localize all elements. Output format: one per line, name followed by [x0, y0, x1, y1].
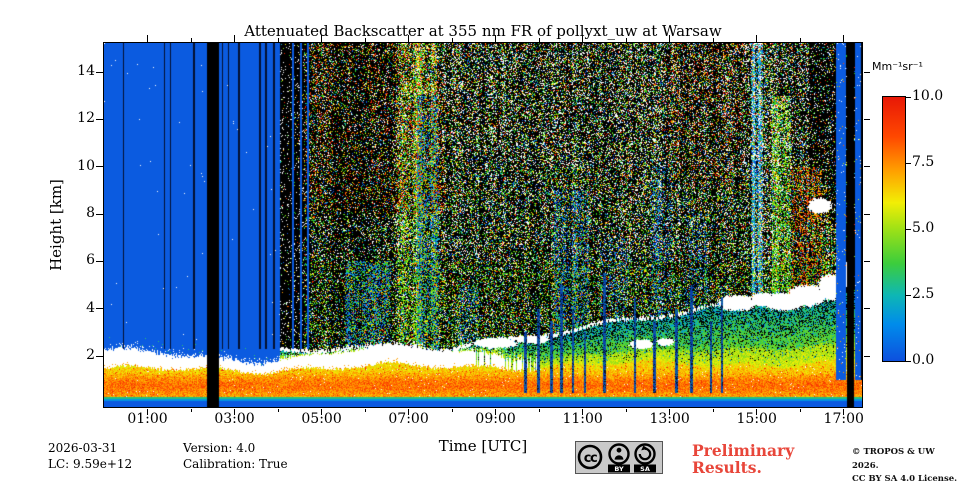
footer-lidar-constant: LC: 9.59e+12 [48, 456, 133, 471]
y-major-tick [96, 260, 103, 262]
y-tick-label: 4 [86, 299, 95, 316]
y-major-tick [96, 118, 103, 120]
y-tick-label: 2 [86, 347, 95, 364]
copyright-line1: © TROPOS & UW 2026. [852, 447, 935, 471]
x-minor-tick [451, 408, 453, 412]
x-tick-label: 17:00 [823, 411, 864, 427]
x-tick-label: 03:00 [214, 411, 255, 427]
colorbar-tick [905, 360, 911, 362]
cc-icon: cc [577, 444, 603, 470]
y-major-tick-right [863, 118, 870, 120]
y-tick-label: 8 [86, 205, 95, 222]
footer-date: 2026-03-31 [48, 441, 118, 455]
colorbar-tick [905, 228, 911, 230]
y-tick-label: 12 [77, 110, 95, 127]
footer-version: Version: 4.0 [183, 441, 256, 455]
footer-date-block: 2026-03-31 LC: 9.59e+12 [48, 441, 132, 472]
share-alike-sa-icon: SA [634, 443, 656, 473]
x-tick-label: 11:00 [562, 411, 603, 427]
preliminary-line1: Preliminary [692, 441, 795, 460]
y-major-tick [96, 213, 103, 215]
footer-version-block: Version: 4.0 Calibration: True [183, 441, 288, 472]
y-major-tick-right [863, 213, 870, 215]
x-minor-tick [277, 408, 279, 412]
colorbar-tick-label: 2.5 [912, 286, 935, 302]
x-minor-tick [190, 408, 192, 412]
svg-text:cc: cc [584, 451, 597, 466]
y-tick-label: 6 [86, 252, 95, 269]
colorbar-tick [905, 96, 911, 98]
colorbar [881, 95, 906, 362]
colorbar-tick-label: 7.5 [912, 154, 935, 170]
x-axis-label: Time [UTC] [438, 437, 528, 455]
svg-text:SA: SA [640, 465, 650, 473]
y-major-tick [96, 71, 103, 73]
x-tick-label: 01:00 [127, 411, 168, 427]
y-major-tick-right [863, 71, 870, 73]
x-tick-label: 05:00 [301, 411, 342, 427]
colorbar-tick [905, 294, 911, 296]
svg-text:BY: BY [614, 465, 624, 473]
x-tick-label: 15:00 [736, 411, 777, 427]
footer-calibration: Calibration: True [183, 456, 288, 471]
x-tick-label: 13:00 [649, 411, 690, 427]
preliminary-results-note: Preliminary Results. [692, 442, 794, 476]
x-tick-label: 09:00 [475, 411, 516, 427]
y-major-tick [96, 308, 103, 310]
y-major-tick-right [863, 166, 870, 168]
y-major-tick-right [863, 308, 870, 310]
colorbar-gradient [882, 96, 905, 361]
colorbar-tick [905, 162, 911, 164]
x-minor-tick [712, 408, 714, 412]
y-tick-label: 14 [77, 63, 95, 80]
y-major-tick [96, 355, 103, 357]
copyright-note: © TROPOS & UW 2026. CC BY SA 4.0 License… [852, 446, 960, 487]
x-minor-tick [538, 408, 540, 412]
figure-title: Attenuated Backscatter at 355 nm FR of p… [244, 22, 722, 40]
colorbar-tick-label: 10.0 [912, 88, 944, 104]
colorbar-unit-label: Mm⁻¹sr⁻¹ [872, 60, 923, 73]
y-major-tick [96, 166, 103, 168]
colorbar-tick-label: 0.0 [912, 352, 935, 368]
x-minor-tick [364, 408, 366, 412]
copyright-line2: CC BY SA 4.0 License. [852, 474, 958, 484]
attribution-by-icon: BY [608, 443, 630, 473]
preliminary-line2: Results. [692, 458, 762, 477]
y-axis-label: Height [km] [47, 179, 65, 271]
x-minor-tick [625, 408, 627, 412]
x-minor-tick [799, 408, 801, 412]
x-tick-label: 07:00 [388, 411, 429, 427]
y-major-tick-right [863, 355, 870, 357]
y-tick-label: 10 [77, 157, 95, 174]
colorbar-tick-label: 5.0 [912, 220, 935, 236]
cc-license-badge: cc BY SA [575, 441, 663, 474]
y-major-tick-right [863, 260, 870, 262]
backscatter-heatmap-canvas [104, 43, 862, 407]
